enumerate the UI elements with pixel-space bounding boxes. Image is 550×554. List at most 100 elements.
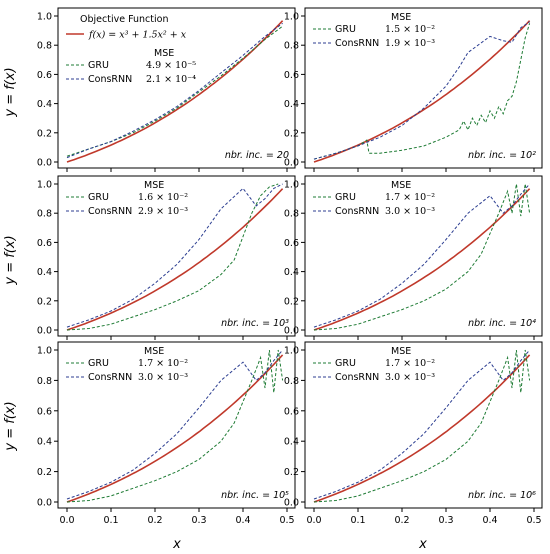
panel-1e4: 0.0 0.2 0.4 0.6 0.8 1.0 MSE GRU 1.7 × 10⁻² ConsRN… [284, 175, 543, 340]
plot-frame-1e6 [304, 341, 543, 509]
y-tick-label: 1.0 [37, 12, 52, 23]
x-tick-label: 0.4 [482, 515, 497, 526]
y-tick-label: 1.0 [284, 346, 299, 357]
legend-gru-mse: 4.9 × 10⁻⁵ [146, 60, 196, 71]
y-tick-label: 0.2 [37, 296, 52, 307]
x-tick-label: 0.1 [350, 515, 365, 526]
consrnn-series-line [313, 21, 530, 160]
y-tick-label: 0.6 [284, 406, 299, 417]
legend-mse-header: MSE [144, 180, 164, 191]
legend-consrnn-mse: 2.1 × 10⁻⁴ [146, 74, 196, 85]
y-tick-label: 1.0 [37, 346, 52, 357]
y-tick-label: 0.0 [37, 498, 52, 509]
y-tick-label: 0.4 [37, 267, 52, 278]
gru-series-line [313, 349, 531, 503]
legend-gru-label: GRU [335, 358, 356, 369]
legend-consrnn-label: ConsRNN [335, 372, 379, 383]
legend-consrnn-mse: 3.0 × 10⁻³ [138, 372, 188, 383]
gru-series-line [66, 349, 284, 503]
gru-series-line [66, 183, 279, 331]
y-tick-label: 0.8 [284, 209, 299, 220]
x-tick-label: 0.5 [526, 515, 541, 526]
plot-frame-1e2 [304, 7, 543, 169]
objective-function-line [66, 20, 284, 163]
y-tick-label: 0.4 [284, 267, 299, 278]
plot-frame-1e3 [57, 175, 296, 337]
y-tick-label: 0.0 [284, 326, 299, 337]
consrnn-series-line [66, 22, 283, 159]
legend-consrnn-mse: 2.9 × 10⁻³ [138, 206, 188, 217]
x-tick-label: 0.4 [235, 515, 250, 526]
legend-mse-header: MSE [154, 48, 174, 59]
legend-consrnn-label: ConsRNN [88, 372, 132, 383]
x-axis-title-left: x [172, 537, 181, 552]
y-tick-label: 0.6 [284, 70, 299, 81]
panel-1e5: 0.0 0.2 0.4 0.6 0.8 1.0 0.0 0.1 0.2 0.3 0.4 0.5 MSE G… [37, 341, 296, 526]
legend-consrnn-mse: 1.9 × 10⁻³ [385, 38, 435, 49]
x-tick-label: 0.3 [191, 515, 206, 526]
legend-gru-mse: 1.5 × 10⁻² [385, 24, 435, 35]
y-tick-label: 1.0 [37, 180, 52, 191]
x-axis-title-right: x [418, 537, 427, 552]
y-tick-label: 0.2 [284, 128, 299, 139]
objective-function-line [66, 188, 284, 331]
consrnn-series-line [66, 349, 283, 500]
x-tick-label: 0.1 [103, 515, 118, 526]
increments-annotation: nbr. inc. = 10² [468, 150, 536, 161]
legend-gru-mse: 1.7 × 10⁻² [385, 358, 435, 369]
gru-series-line [313, 23, 531, 160]
objective-function-line [313, 354, 531, 503]
y-tick-label: 0.6 [37, 238, 52, 249]
plot-frame-20 [57, 7, 296, 169]
legend-gru-label: GRU [335, 24, 356, 35]
panel-1e2: 0.0 0.2 0.4 0.6 0.8 1.0 MSE GRU 1.5 × 10⁻² ConsRN… [284, 7, 543, 172]
y-tick-label: 0.8 [37, 41, 52, 52]
legend-objective-label: Objective Function [80, 14, 168, 25]
y-tick-label: 0.8 [37, 209, 52, 220]
legend-gru-mse: 1.7 × 10⁻² [385, 192, 435, 203]
increments-annotation: nbr. inc. = 10⁴ [468, 318, 536, 329]
legend-gru-mse: 1.6 × 10⁻² [138, 192, 188, 203]
y-tick-label: 0.0 [284, 158, 299, 169]
legend-consrnn-label: ConsRNN [335, 206, 379, 217]
legend-mse-header: MSE [391, 12, 411, 23]
legend: MSE GRU 1.5 × 10⁻² ConsRNN 1.9 × 10⁻³ [313, 12, 435, 49]
y-tick-label: 0.8 [284, 41, 299, 52]
y-tick-label: 0.2 [37, 467, 52, 478]
y-tick-label: 0.8 [284, 376, 299, 387]
increments-annotation: nbr. inc. = 10⁶ [468, 490, 536, 501]
legend-consrnn-label: ConsRNN [88, 206, 132, 217]
y-tick-label: 0.8 [37, 376, 52, 387]
consrnn-series-line [313, 349, 530, 500]
x-tick-label: 0.0 [306, 515, 321, 526]
legend-gru-label: GRU [88, 192, 109, 203]
y-tick-label: 0.0 [37, 158, 52, 169]
x-tick-label: 0.0 [59, 515, 74, 526]
consrnn-series-line [313, 183, 530, 328]
consrnn-series-line [66, 183, 283, 328]
increments-annotation: nbr. inc. = 20 [225, 150, 289, 161]
legend-mse-header: MSE [391, 346, 411, 357]
y-tick-label: 1.0 [284, 180, 299, 191]
x-tick-label: 0.5 [279, 515, 294, 526]
x-tick-label: 0.2 [147, 515, 162, 526]
legend-gru-label: GRU [88, 60, 109, 71]
legend-gru-label: GRU [335, 192, 356, 203]
x-tick-label: 0.3 [438, 515, 453, 526]
x-tick-label: 0.2 [394, 515, 409, 526]
legend-consrnn-label: ConsRNN [88, 74, 132, 85]
y-tick-label: 0.6 [37, 406, 52, 417]
y-tick-label: 0.6 [37, 70, 52, 81]
y-tick-label: 1.0 [284, 12, 299, 23]
legend-consrnn-mse: 3.0 × 10⁻³ [385, 206, 435, 217]
y-tick-label: 0.4 [284, 99, 299, 110]
legend: MSE GRU 1.6 × 10⁻² ConsRNN 2.9 × 10⁻³ [66, 180, 188, 217]
legend-consrnn-mse: 3.0 × 10⁻³ [385, 372, 435, 383]
panel-20: 0.0 0.2 0.4 0.6 0.8 1.0 Objective Function f(x)… [37, 7, 296, 172]
gru-series-line [313, 183, 531, 331]
objective-function-line [66, 354, 284, 503]
y-tick-label: 0.2 [37, 128, 52, 139]
legend-objective-formula: f(x) = x³ + 1.5x² + x [88, 30, 187, 41]
y-tick-label: 0.0 [37, 326, 52, 337]
